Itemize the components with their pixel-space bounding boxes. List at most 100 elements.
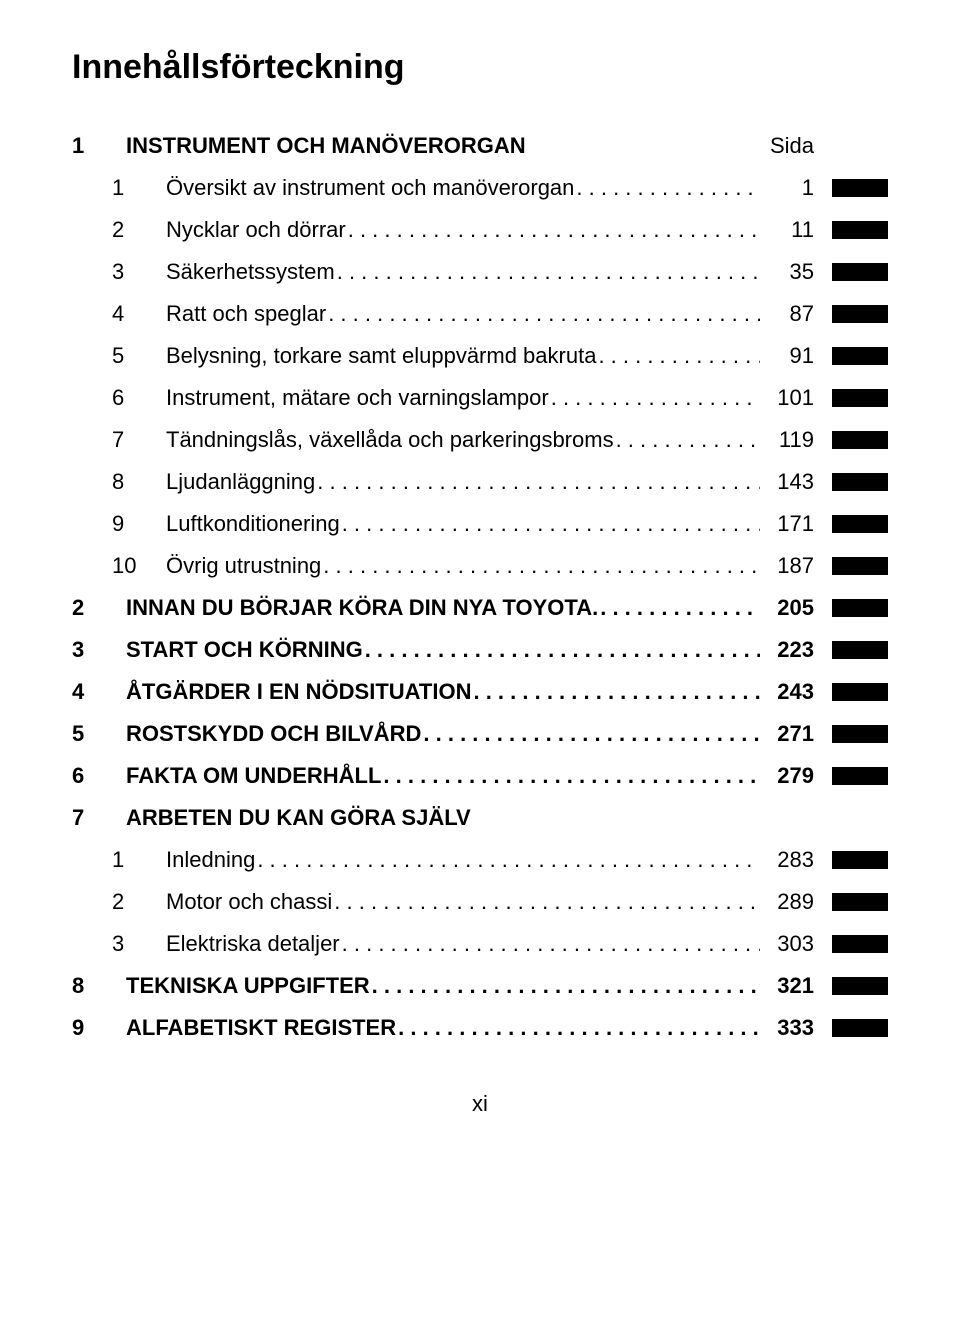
section-tab-marker xyxy=(832,473,888,491)
toc-entry-page: 119 xyxy=(762,429,814,451)
section-tab-marker xyxy=(832,767,888,785)
toc-entry-page: 1 xyxy=(762,177,814,199)
section-tab-marker xyxy=(832,515,888,533)
toc-row: 10Övrig utrustning187 xyxy=(72,555,888,577)
toc-entry-page: 87 xyxy=(762,303,814,325)
toc-entry-number: 7 xyxy=(72,807,126,829)
section-tab-marker xyxy=(832,893,888,911)
toc-entry-label: Inledning xyxy=(166,849,255,871)
toc-row: 3START OCH KÖRNING223 xyxy=(72,639,888,661)
page-title: Innehållsförteckning xyxy=(72,48,888,87)
toc-entry-number: 9 xyxy=(72,1017,126,1039)
toc-entry-number: 3 xyxy=(72,933,166,955)
toc-row: 2Nycklar och dörrar11 xyxy=(72,219,888,241)
toc-entry-page: 35 xyxy=(762,261,814,283)
toc-leader-dots xyxy=(423,723,760,745)
toc-leader-dots xyxy=(334,891,760,913)
section-tab-marker xyxy=(832,431,888,449)
section-tab-marker xyxy=(832,389,888,407)
toc-entry-number: 5 xyxy=(72,723,126,745)
toc-row: 1 Översikt av instrument och manöverorgan… xyxy=(72,177,888,199)
table-of-contents: 1INSTRUMENT OCH MANÖVERORGANSida1Översik… xyxy=(72,135,888,1039)
toc-row: 1INSTRUMENT OCH MANÖVERORGANSida xyxy=(72,135,888,157)
toc-entry-label: Elektriska detaljer xyxy=(166,933,340,955)
toc-leader-dots xyxy=(598,345,760,367)
toc-row: 3Säkerhetssystem 35 xyxy=(72,261,888,283)
section-tab-marker xyxy=(832,305,888,323)
toc-entry-page: 333 xyxy=(762,1017,814,1039)
toc-row: 3Elektriska detaljer303 xyxy=(72,933,888,955)
toc-entry-page: 279 xyxy=(762,765,814,787)
section-tab-marker xyxy=(832,935,888,953)
toc-entry-label: Säkerhetssystem xyxy=(166,261,335,283)
section-tab-marker xyxy=(832,263,888,281)
toc-leader-dots xyxy=(473,681,760,703)
toc-entry-number: 2 xyxy=(72,219,166,241)
section-tab-marker xyxy=(832,683,888,701)
toc-entry-number: 1 xyxy=(72,849,166,871)
toc-entry-label: Översikt av instrument och manöverorgan xyxy=(166,177,574,199)
toc-entry-page: 283 xyxy=(762,849,814,871)
toc-row: 6FAKTA OM UNDERHÅLL279 xyxy=(72,765,888,787)
page-number-footer: xi xyxy=(72,1091,888,1117)
toc-entry-label: Motor och chassi xyxy=(166,891,332,913)
toc-entry-page: 91 xyxy=(762,345,814,367)
toc-leader-dots xyxy=(342,933,760,955)
toc-leader-dots xyxy=(398,1017,760,1039)
section-tab-marker xyxy=(832,179,888,197)
toc-leader-dots xyxy=(257,849,760,871)
toc-entry-label: FAKTA OM UNDERHÅLL xyxy=(126,765,381,787)
toc-entry-label: ROSTSKYDD OCH BILVÅRD xyxy=(126,723,421,745)
section-tab-marker xyxy=(832,557,888,575)
toc-entry-label: ÅTGÄRDER I EN NÖDSITUATION xyxy=(126,681,471,703)
section-tab-marker xyxy=(832,599,888,617)
toc-row: 2INNAN DU BÖRJAR KÖRA DIN NYA TOYOTA.205 xyxy=(72,597,888,619)
toc-leader-dots xyxy=(323,555,760,577)
toc-leader-dots xyxy=(528,135,760,157)
toc-leader-dots xyxy=(576,177,760,199)
toc-row: 9ALFABETISKT REGISTER 333 xyxy=(72,1017,888,1039)
section-tab-marker xyxy=(832,725,888,743)
toc-entry-page: 171 xyxy=(762,513,814,535)
toc-entry-label: Luftkonditionering xyxy=(166,513,340,535)
toc-entry-page: 143 xyxy=(762,471,814,493)
toc-leader-dots xyxy=(600,597,760,619)
toc-row: 8Ljudanläggning 143 xyxy=(72,471,888,493)
toc-leader-dots xyxy=(616,429,760,451)
toc-entry-label: Belysning, torkare samt eluppvärmd bakru… xyxy=(166,345,596,367)
toc-entry-page: 289 xyxy=(762,891,814,913)
toc-entry-number: 2 xyxy=(72,891,166,913)
toc-row: 9Luftkonditionering171 xyxy=(72,513,888,535)
section-tab-marker xyxy=(832,1019,888,1037)
toc-entry-number: 3 xyxy=(72,639,126,661)
toc-leader-dots xyxy=(551,387,760,409)
toc-entry-page: 101 xyxy=(762,387,814,409)
toc-entry-label: Instrument, mätare och varningslampor xyxy=(166,387,549,409)
toc-entry-label: ARBETEN DU KAN GÖRA SJÄLV xyxy=(126,807,471,829)
toc-entry-label: Ljudanläggning xyxy=(166,471,315,493)
toc-leader-dots xyxy=(383,765,760,787)
toc-entry-number: 7 xyxy=(72,429,166,451)
toc-entry-number: 4 xyxy=(72,681,126,703)
toc-entry-label: ALFABETISKT REGISTER xyxy=(126,1017,396,1039)
section-tab-marker xyxy=(832,851,888,869)
toc-row: 7Tändningslås, växellåda och parkeringsb… xyxy=(72,429,888,451)
toc-row: 4ÅTGÄRDER I EN NÖDSITUATION243 xyxy=(72,681,888,703)
toc-entry-number: 1 xyxy=(72,135,126,157)
toc-leader-dots xyxy=(473,807,760,829)
toc-entry-number: 8 xyxy=(72,975,126,997)
toc-row: 5ROSTSKYDD OCH BILVÅRD271 xyxy=(72,723,888,745)
toc-entry-number: 2 xyxy=(72,597,126,619)
toc-entry-number: 4 xyxy=(72,303,166,325)
toc-entry-page: 321 xyxy=(762,975,814,997)
toc-entry-number: 8 xyxy=(72,471,166,493)
toc-leader-dots xyxy=(317,471,760,493)
section-tab-marker xyxy=(832,641,888,659)
toc-leader-dots xyxy=(337,261,760,283)
toc-entry-label: INSTRUMENT OCH MANÖVERORGAN xyxy=(126,135,526,157)
toc-entry-number: 3 xyxy=(72,261,166,283)
toc-row: 5Belysning, torkare samt eluppvärmd bakr… xyxy=(72,345,888,367)
toc-leader-dots xyxy=(372,975,760,997)
toc-entry-label: Tändningslås, växellåda och parkeringsbr… xyxy=(166,429,614,451)
toc-row: 2Motor och chassi 289 xyxy=(72,891,888,913)
